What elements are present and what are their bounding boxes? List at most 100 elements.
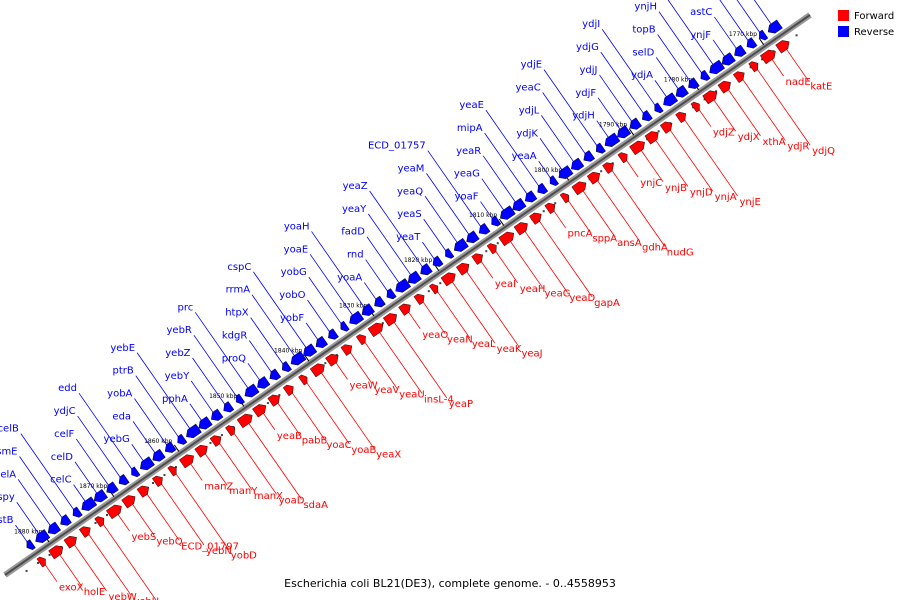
gene-label-ecd-01757: ECD_01757 <box>368 141 426 152</box>
label-leader-lines <box>15 0 811 600</box>
ydjf-arrow <box>617 125 632 139</box>
gapa-arrow <box>529 212 542 225</box>
gene-label-yeas: yeaS <box>397 209 422 220</box>
spy-arrow <box>35 529 51 543</box>
kbp-tick-label: 1870 kbp <box>79 483 107 490</box>
orf-marker <box>163 474 166 477</box>
gene-label-yobg: yobG <box>281 267 307 278</box>
cspc-arrow <box>303 343 318 357</box>
yobg-leader <box>308 276 342 325</box>
yeav-arrow <box>340 344 353 356</box>
sdaa-leader <box>248 422 302 500</box>
celc-arrow <box>81 496 98 511</box>
yobf-leader <box>305 322 319 341</box>
ynjb-arrow <box>629 140 645 156</box>
gene-label-edd: edd <box>58 383 77 394</box>
ydjk-arrow <box>558 165 574 180</box>
gene-label-yebq: yebQ <box>156 537 182 548</box>
orf-marker <box>427 290 430 293</box>
orf-marker <box>381 322 384 325</box>
gdha-arrow <box>586 171 601 185</box>
yoaa-arrow <box>374 295 386 308</box>
htpx-arrow <box>282 361 292 372</box>
ansa-leader <box>582 189 616 238</box>
celd-leader <box>74 461 98 495</box>
genome-caption: Escherichia coli BL21(DE3), complete gen… <box>284 577 616 590</box>
ynjd-arrow <box>644 131 659 145</box>
cspc-leader <box>253 271 307 349</box>
manz-leader <box>189 462 203 481</box>
yeal-leader <box>436 291 471 339</box>
yebe-arrow <box>186 423 202 439</box>
yebn-arrow <box>152 475 163 488</box>
year-arrow <box>512 197 527 212</box>
gene-label-yebe: yebE <box>110 343 135 354</box>
gene-label-yoaa: yoaA <box>337 272 362 283</box>
yeag-leader <box>481 178 505 211</box>
insl-4-arrow <box>367 322 384 338</box>
yeat-leader <box>422 241 435 260</box>
gene-label-yeby: yebY <box>165 371 190 382</box>
orf-marker <box>151 482 154 485</box>
gene-label-ynja: ynjA <box>715 192 737 203</box>
gene-label-xtha: xthA <box>763 137 786 148</box>
ydjk-leader <box>539 138 563 171</box>
gene-label-yeay: yeaY <box>342 204 367 215</box>
sppa-leader <box>567 200 591 233</box>
gene-label-proq: proQ <box>222 353 246 364</box>
proq-arrow <box>257 376 271 389</box>
ydjx-leader <box>713 99 737 132</box>
ydjz-arrow <box>690 101 700 113</box>
legend-forward-label: Forward <box>854 11 894 22</box>
gene-label-sppa: sppA <box>592 233 617 244</box>
legend: Forward Reverse <box>838 10 894 38</box>
yebu-arrow <box>78 526 91 538</box>
orf-marker <box>278 394 281 397</box>
aste-leader <box>753 0 772 25</box>
yeag-arrow <box>500 205 516 220</box>
ptrb-arrow <box>177 433 188 445</box>
yebu-leader <box>88 533 132 596</box>
orf-marker <box>703 98 706 101</box>
gene-label-exox: exoX <box>59 583 84 594</box>
yeay-leader <box>367 213 412 276</box>
ansa-arrow <box>571 181 587 196</box>
pnca-leader <box>553 210 566 228</box>
astd-arrow <box>759 29 769 41</box>
yoaf-leader <box>480 201 493 220</box>
orf-marker <box>795 34 798 37</box>
kbp-tick <box>628 128 635 136</box>
sdaa-arrow <box>236 413 253 429</box>
ydjl-leader <box>541 115 575 163</box>
yeae-arrow <box>537 182 549 195</box>
kbp-tick <box>758 37 765 46</box>
gene-label-ydjl: ydjL <box>519 105 540 116</box>
legend-reverse-label: Reverse <box>854 27 894 38</box>
gene-label-pnca: pncA <box>568 229 593 240</box>
yeag-arrow <box>498 231 515 247</box>
ydjq-arrow <box>748 61 759 73</box>
yebt-arrow <box>94 516 105 528</box>
yebw-leader <box>73 543 107 592</box>
kbp-tick-label: 1770 kbp <box>729 31 757 38</box>
pabb-leader <box>277 402 301 435</box>
gene-label-kdgr: kdgR <box>222 330 247 341</box>
prc-arrow <box>244 383 260 398</box>
yeaw-arrow <box>325 353 339 367</box>
yeax-arrow <box>309 363 325 378</box>
yebz-leader <box>192 357 226 406</box>
yeap-arrow <box>382 313 397 327</box>
gene-label-ydjx: ydjX <box>738 132 760 143</box>
fadd-arrow <box>395 278 412 293</box>
yoaf-arrow <box>491 215 502 227</box>
astb-arrow <box>26 539 36 550</box>
ydjx-arrow <box>702 90 718 105</box>
yeap-leader <box>393 321 448 399</box>
gene-label-gdha: gdhA <box>642 243 668 254</box>
gene-label-ansa: ansA <box>617 238 642 249</box>
gene-label-yeaq: yeaQ <box>397 186 423 197</box>
yeaj-arrow <box>456 262 470 276</box>
yeal-arrow <box>429 283 439 295</box>
orf-marker <box>554 202 557 205</box>
